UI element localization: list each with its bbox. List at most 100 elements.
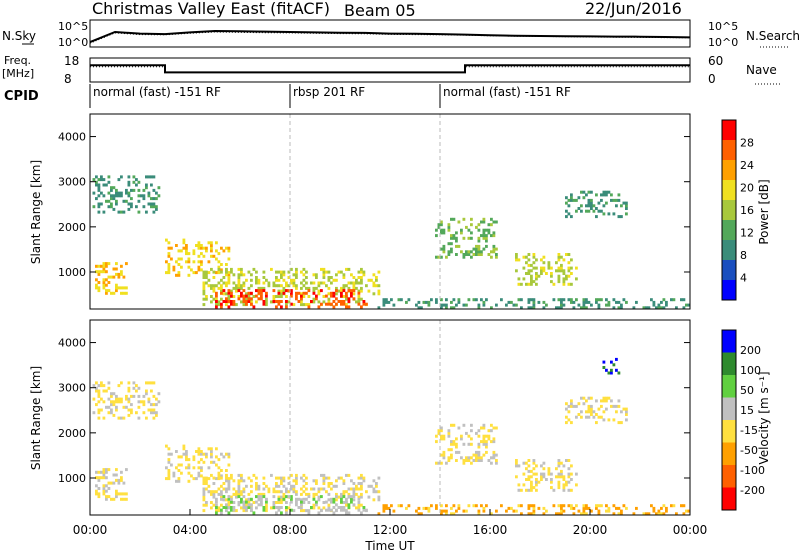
colorbar-swatch — [722, 140, 736, 160]
heatmap-cell — [582, 402, 586, 406]
heatmap-cell — [302, 273, 306, 277]
heatmap-cell — [562, 303, 566, 307]
heatmap-cell — [115, 400, 118, 404]
heatmap-cell — [222, 487, 226, 491]
heatmap-cell — [105, 489, 108, 493]
heatmap-cell — [550, 480, 553, 484]
heatmap-cell — [345, 490, 348, 494]
heatmap-cell — [350, 281, 353, 285]
heatmap-cell — [275, 501, 278, 504]
heatmap-cell — [435, 506, 438, 510]
heatmap-cell — [602, 366, 606, 369]
heatmap-cell — [260, 500, 263, 504]
heatmap-cell — [567, 504, 571, 508]
heatmap-cell — [352, 495, 356, 499]
heatmap-cell — [440, 255, 443, 259]
heatmap-cell — [560, 509, 563, 513]
heatmap-cell — [327, 302, 331, 306]
heatmap-cell — [625, 418, 628, 422]
heatmap-cell — [257, 492, 261, 496]
heatmap-cell — [312, 289, 316, 293]
heatmap-cell — [167, 263, 171, 266]
heatmap-cell — [360, 482, 363, 485]
heatmap-cell — [342, 302, 346, 306]
heatmap-cell — [545, 303, 548, 307]
heatmap-cell — [575, 504, 578, 508]
heatmap-cell — [647, 512, 651, 516]
heatmap-cell — [250, 490, 253, 494]
heatmap-cell — [95, 492, 98, 496]
heatmap-cell — [377, 498, 381, 502]
heatmap-cell — [125, 492, 128, 496]
heatmap-cell — [237, 297, 241, 301]
heatmap-cell — [147, 397, 151, 401]
heatmap-cell — [567, 274, 571, 278]
heatmap-cell — [485, 434, 488, 438]
x-tick-label: 00:00 — [673, 523, 708, 537]
heatmap-cell — [372, 292, 376, 296]
heatmap-cell — [220, 263, 223, 266]
heatmap-cell — [265, 509, 268, 513]
heatmap-cell — [127, 381, 131, 385]
heatmap-cell — [102, 210, 106, 214]
heatmap-cell — [120, 286, 123, 290]
heatmap-cell — [602, 360, 606, 364]
heatmap-cell — [102, 484, 106, 488]
heatmap-cell — [117, 492, 121, 496]
heatmap-cell — [110, 275, 113, 279]
heatmap-cell — [682, 512, 686, 516]
colorbar-tick-label: 8 — [740, 249, 747, 262]
heatmap-cell — [245, 503, 248, 507]
heatmap-cell — [472, 298, 476, 302]
heatmap-cell — [210, 267, 213, 271]
heatmap-cell — [515, 464, 518, 468]
heatmap-cell — [635, 506, 638, 510]
heatmap-cell — [282, 273, 286, 277]
heatmap-cell — [247, 476, 251, 480]
heatmap-cell — [112, 497, 116, 501]
heatmap-cell — [585, 512, 588, 516]
heatmap-cell — [450, 453, 453, 457]
freq-lines — [90, 64, 690, 74]
heatmap-cell — [215, 271, 218, 275]
heatmap-cell — [112, 413, 116, 417]
heatmap-cell — [237, 281, 241, 285]
heatmap-cell — [217, 267, 221, 271]
heatmap-cell — [142, 197, 146, 201]
heatmap-cell — [465, 303, 468, 307]
heatmap-cell — [335, 484, 338, 488]
heatmap-cell — [105, 405, 108, 409]
heatmap-cell — [527, 506, 531, 510]
heatmap-cell — [257, 291, 261, 295]
heatmap-cell — [242, 506, 246, 509]
heatmap-cell — [485, 298, 488, 302]
heatmap-cell — [240, 476, 243, 480]
heatmap-cell — [97, 392, 101, 396]
heatmap-cell — [150, 408, 153, 412]
heatmap-cell — [227, 295, 231, 298]
heatmap-cell — [352, 492, 356, 496]
heatmap-cell — [522, 461, 526, 465]
heatmap-cell — [125, 191, 128, 195]
heatmap-cell — [525, 478, 528, 481]
heatmap-cell — [582, 306, 586, 310]
heatmap-cell — [260, 495, 263, 499]
heatmap-cell — [167, 265, 171, 269]
heatmap-cell — [620, 512, 623, 516]
heatmap-cell — [580, 306, 583, 310]
heatmap-cell — [295, 482, 298, 485]
heatmap-cell — [540, 475, 543, 479]
heatmap-cell — [472, 247, 476, 251]
heatmap-cell — [595, 421, 598, 425]
heatmap-cell — [262, 281, 266, 285]
freq-unit-label: [MHz] — [2, 67, 34, 80]
heatmap-cell — [590, 207, 593, 210]
heatmap-cell — [110, 194, 113, 198]
heatmap-cell — [202, 452, 206, 456]
heatmap-cell — [230, 300, 233, 303]
x-axis-ticks: 00:00 04:00 08:00 12:00 16:00 20:00 00:00 — [73, 509, 708, 537]
heatmap-cell — [415, 303, 418, 307]
heatmap-cell — [377, 512, 381, 516]
heatmap-cell — [320, 473, 323, 477]
